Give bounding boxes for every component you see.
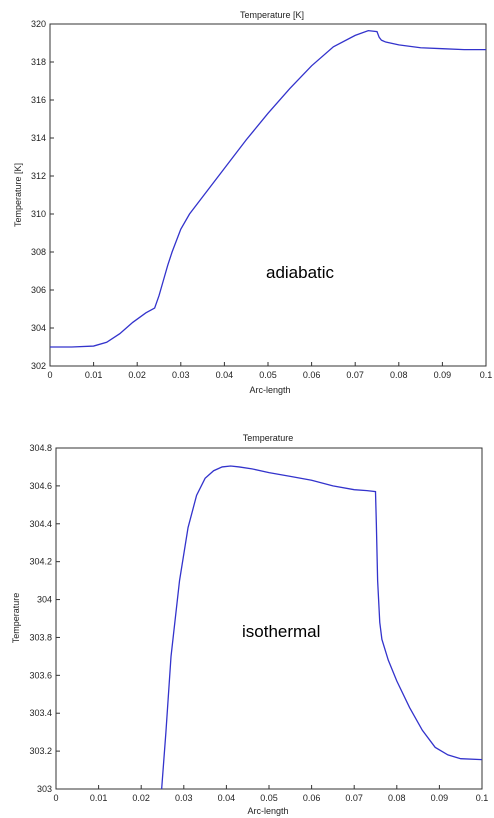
x-ticks: 0 0.01 0.02 0.03 0.04 0.05 0.06 0.07 0.08 0.09 0.1 xyxy=(53,785,488,803)
y-tick-label: 318 xyxy=(31,57,46,67)
x-tick-label: 0.05 xyxy=(260,793,278,803)
x-tick-label: 0.06 xyxy=(303,370,321,380)
x-tick-label: 0.04 xyxy=(218,793,236,803)
y-ticks: 302 304 306 308 310 312 314 316 318 320 xyxy=(31,19,54,371)
y-tick-label: 316 xyxy=(31,95,46,105)
y-tick-label: 304.4 xyxy=(29,519,52,529)
x-axis-label: Arc-length xyxy=(249,385,290,395)
x-tick-label: 0.05 xyxy=(259,370,277,380)
x-ticks: 0 0.01 0.02 0.03 0.04 0.05 0.06 0.07 0.08 0.09 0.1 xyxy=(47,362,492,380)
chart-title: Temperature xyxy=(243,433,294,443)
y-tick-label: 303.4 xyxy=(29,708,52,718)
x-axis-label: Arc-length xyxy=(247,806,288,816)
x-tick-label: 0.1 xyxy=(480,370,493,380)
x-tick-label: 0.02 xyxy=(132,793,150,803)
x-tick-label: 0.02 xyxy=(128,370,146,380)
annotation-isothermal: isothermal xyxy=(242,622,320,641)
x-tick-label: 0.09 xyxy=(431,793,449,803)
x-tick-label: 0.09 xyxy=(434,370,452,380)
y-axis-label: Temperature xyxy=(11,593,21,644)
x-tick-label: 0.03 xyxy=(175,793,193,803)
y-axis-label: Temperature [K] xyxy=(13,163,23,227)
y-tick-label: 320 xyxy=(31,19,46,29)
x-tick-label: 0.01 xyxy=(85,370,103,380)
x-tick-label: 0.06 xyxy=(303,793,321,803)
y-tick-label: 304.6 xyxy=(29,481,52,491)
chart-adiabatic: Temperature [K] 0 0.01 0.02 0.03 0.04 0.05 0.0… xyxy=(13,10,492,395)
x-tick-label: 0.01 xyxy=(90,793,108,803)
x-tick-label: 0 xyxy=(53,793,58,803)
annotation-adiabatic: adiabatic xyxy=(266,263,335,282)
x-tick-label: 0.1 xyxy=(476,793,489,803)
y-tick-label: 314 xyxy=(31,133,46,143)
y-tick-label: 306 xyxy=(31,285,46,295)
y-tick-label: 303.6 xyxy=(29,670,52,680)
chart-title: Temperature [K] xyxy=(240,10,304,20)
y-tick-label: 312 xyxy=(31,171,46,181)
y-tick-label: 310 xyxy=(31,209,46,219)
x-tick-label: 0.04 xyxy=(216,370,234,380)
y-tick-label: 304.8 xyxy=(29,443,52,453)
y-ticks: 303 303.2 303.4 303.6 303.8 304 304.2 304.4 304.… xyxy=(29,443,60,794)
x-tick-label: 0.07 xyxy=(346,370,364,380)
series-line xyxy=(50,29,486,348)
y-tick-label: 303.8 xyxy=(29,632,52,642)
plot-frame xyxy=(55,447,483,790)
y-tick-label: 304.2 xyxy=(29,557,52,567)
y-tick-label: 303.2 xyxy=(29,746,52,756)
y-tick-label: 304 xyxy=(37,595,52,605)
x-tick-label: 0.08 xyxy=(390,370,408,380)
x-tick-label: 0.07 xyxy=(345,793,363,803)
chart-isothermal: Temperature 0 0.01 0.02 0.03 0.04 0.05 0.06 0.0… xyxy=(11,433,488,816)
x-tick-label: 0.03 xyxy=(172,370,190,380)
y-tick-label: 304 xyxy=(31,323,46,333)
y-tick-label: 302 xyxy=(31,361,46,371)
x-tick-label: 0.08 xyxy=(388,793,406,803)
series-line xyxy=(161,465,483,790)
x-tick-label: 0 xyxy=(47,370,52,380)
y-tick-label: 308 xyxy=(31,247,46,257)
plot-frame xyxy=(49,23,487,367)
y-tick-label: 303 xyxy=(37,784,52,794)
